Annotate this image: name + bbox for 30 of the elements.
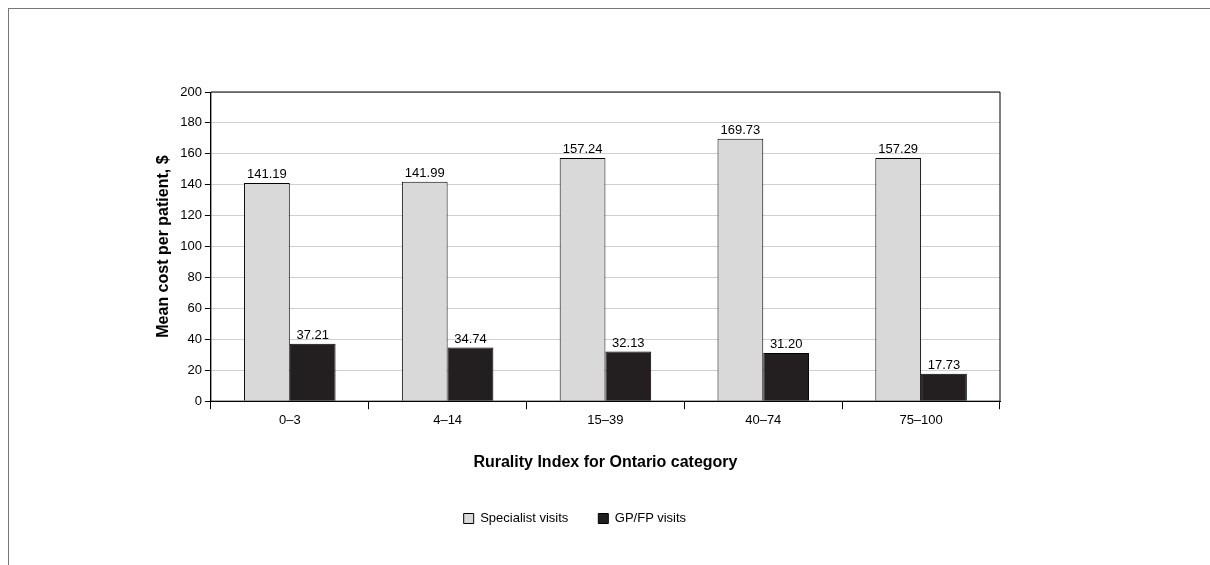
data-label: 141.99 xyxy=(404,164,445,180)
y-tick-label: 200 xyxy=(180,83,202,99)
data-label: 17.73 xyxy=(927,356,961,372)
y-tick-label: 60 xyxy=(187,300,202,316)
x-axis-title: Rurality Index for Ontario category xyxy=(473,452,738,470)
y-tick-label: 160 xyxy=(180,145,202,161)
y-axis-title: Mean cost per patient, $ xyxy=(154,155,172,338)
data-label: 157.29 xyxy=(878,141,919,157)
x-tick-label: 15–39 xyxy=(587,411,624,427)
x-tick-label: 40–74 xyxy=(745,411,782,427)
y-tick-label: 40 xyxy=(187,330,202,346)
legend-label: Specialist visits xyxy=(480,510,569,526)
data-label: 34.74 xyxy=(454,330,487,346)
x-tick-label: 75–100 xyxy=(899,411,943,427)
y-tick-label: 100 xyxy=(180,238,202,254)
data-label: 32.13 xyxy=(612,334,645,350)
y-tick-label: 180 xyxy=(180,114,202,130)
data-label: 31.20 xyxy=(769,336,803,352)
legend-label: GP/FP visits xyxy=(614,510,687,526)
data-label: 37.21 xyxy=(296,326,329,342)
y-tick-label: 0 xyxy=(194,392,202,408)
x-tick-label: 4–14 xyxy=(433,411,463,427)
data-label: 169.73 xyxy=(720,121,761,137)
y-tick-label: 20 xyxy=(187,361,202,377)
x-tick-label: 0–3 xyxy=(278,411,301,427)
y-tick-label: 120 xyxy=(180,207,202,223)
data-label: 141.19 xyxy=(247,166,287,181)
data-label: 157.24 xyxy=(562,141,603,157)
y-tick-label: 140 xyxy=(180,176,202,192)
y-tick-label: 80 xyxy=(187,269,202,285)
